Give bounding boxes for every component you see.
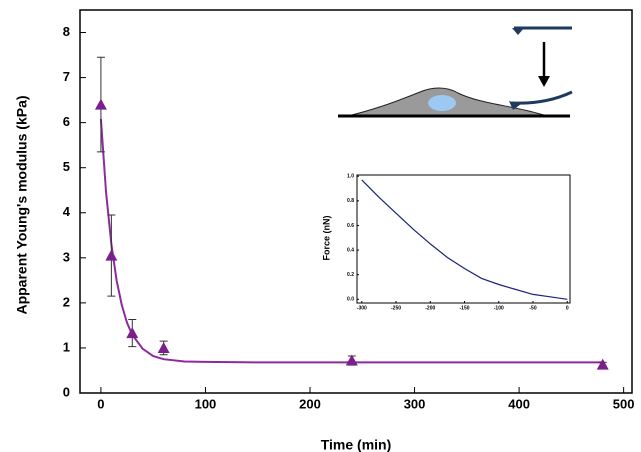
- x-tick-label: 500: [613, 396, 635, 411]
- y-tick-label: 8: [63, 24, 70, 39]
- y-tick-label: 0.2: [347, 272, 354, 278]
- x-tick-label: 0: [566, 305, 569, 311]
- y-tick-label: 0.6: [347, 223, 354, 229]
- data-point: [126, 327, 139, 339]
- y-tick-label: 2: [63, 294, 70, 309]
- y-tick-label: 5: [63, 159, 70, 174]
- data-point: [345, 354, 358, 366]
- y-tick-label: 4: [63, 204, 71, 219]
- plot-frame: [79, 9, 633, 394]
- y-tick-label: 6: [63, 114, 70, 129]
- x-axis-label: Time (min): [321, 437, 392, 452]
- cell-diagram: [338, 26, 573, 118]
- plot-frame: [356, 174, 571, 304]
- data-point: [105, 249, 118, 261]
- y-axis-label: Apparent Young's modulus (kPa): [14, 95, 30, 314]
- data-point: [596, 358, 609, 370]
- x-tick-label: -150: [460, 305, 470, 311]
- data-point: [94, 98, 107, 110]
- x-tick-label: 400: [508, 396, 530, 411]
- data-point: [157, 341, 170, 353]
- x-tick-label: 200: [299, 396, 321, 411]
- y-tick-label: 3: [63, 249, 70, 264]
- fit-curve: [99, 118, 603, 364]
- inset-y-label: Force (nN): [321, 215, 331, 260]
- x-tick-label: 0: [97, 396, 104, 411]
- force-curve: [361, 179, 568, 300]
- y-tick-label: 1: [63, 339, 70, 354]
- x-tick-label: -50: [529, 305, 536, 311]
- y-tick-label: 0.0: [347, 297, 354, 303]
- y-tick-label: 7: [63, 69, 70, 84]
- x-tick-label: 300: [404, 396, 426, 411]
- y-tick-label: 1.0: [347, 174, 354, 180]
- x-tick-label: -100: [494, 305, 504, 311]
- x-tick-label: -200: [425, 305, 435, 311]
- x-tick-label: -300: [357, 305, 367, 311]
- x-tick-label: -250: [391, 305, 401, 311]
- y-tick-label: 0: [63, 384, 70, 399]
- x-tick-label: 100: [195, 396, 217, 411]
- y-tick-label: 0.4: [347, 247, 354, 253]
- y-tick-label: 0.8: [347, 198, 354, 204]
